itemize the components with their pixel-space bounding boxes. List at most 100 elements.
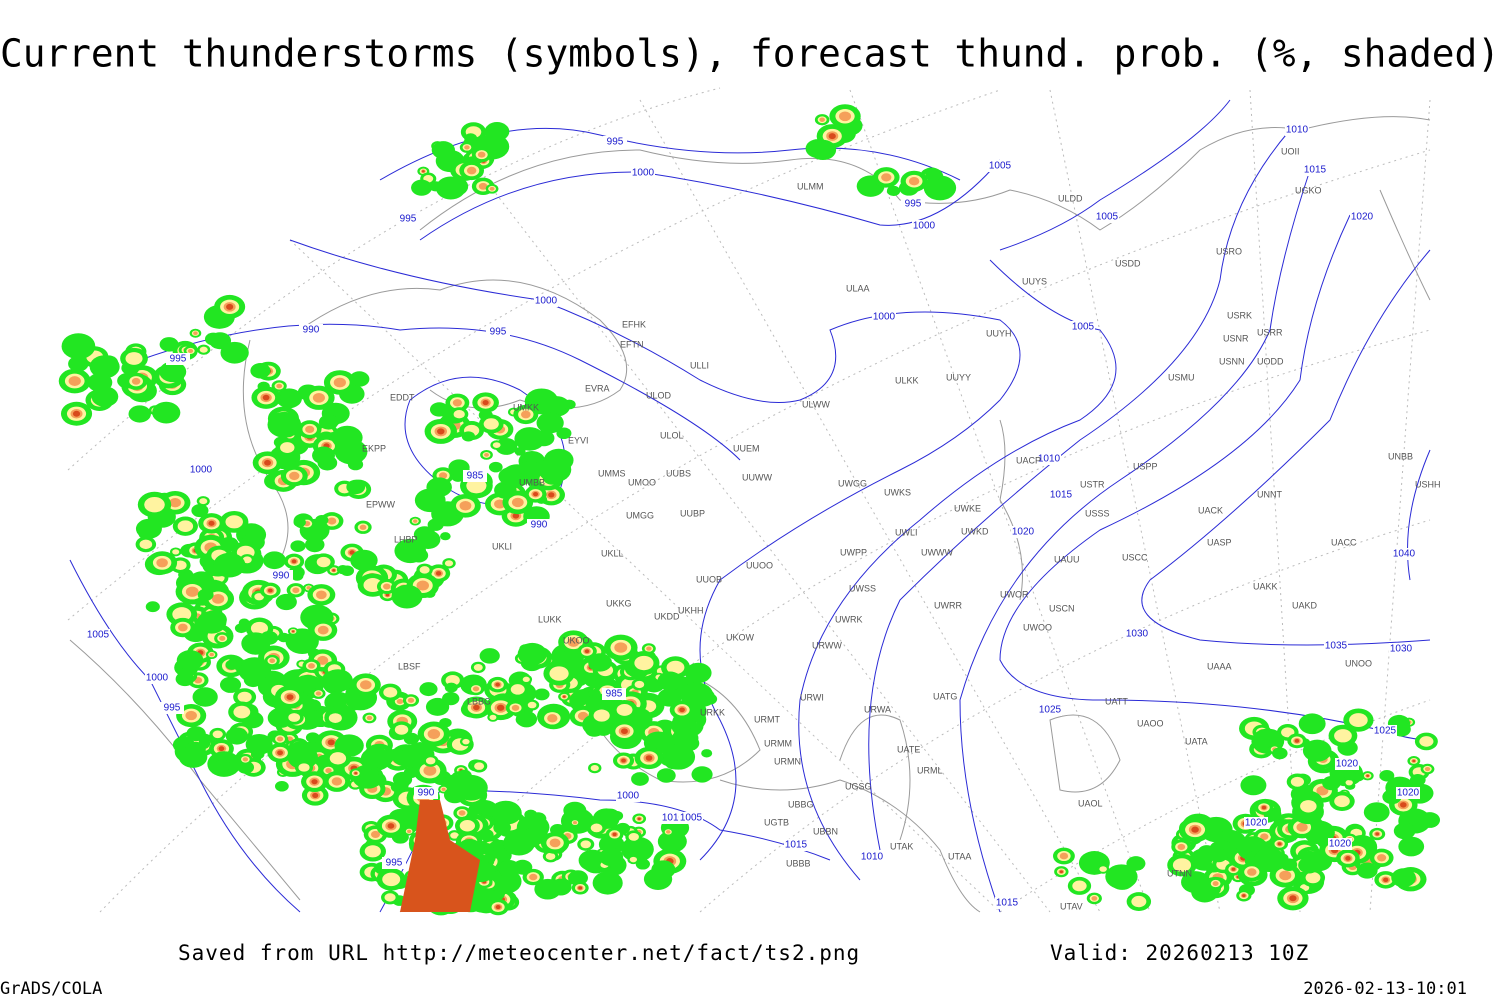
- storm-area: [819, 117, 825, 122]
- storm-area: [293, 517, 306, 528]
- storm-area: [494, 481, 517, 499]
- isobar-label: 1030: [1390, 644, 1413, 655]
- isobar-label-bg: [602, 688, 626, 700]
- storm-area: [533, 492, 539, 497]
- title: Current thunderstorms (symbols), forecas…: [0, 32, 1500, 76]
- isobar-label-bg: [995, 897, 1019, 909]
- storm-area: [169, 498, 182, 508]
- station-label: UUYY: [946, 372, 971, 382]
- storm-area: [413, 519, 418, 523]
- station-label: UWRR: [934, 600, 962, 610]
- storm-area: [315, 514, 329, 526]
- storm-area: [384, 893, 396, 902]
- storm-area: [304, 537, 325, 553]
- station-label: UWRK: [835, 614, 863, 624]
- isobar-label: 1005: [87, 630, 110, 641]
- isobar-label: 1000: [873, 312, 896, 323]
- map-labels: 995 1000 995 1005 995 1000 1010 1015 1020 1005 100…: [86, 124, 1441, 911]
- station-label: ULWW: [802, 399, 830, 409]
- station-label: UKOW: [726, 632, 755, 642]
- station-label: UGSG: [845, 781, 872, 791]
- station-label: USCN: [1049, 603, 1075, 613]
- storm-area: [186, 726, 206, 742]
- station-label: UGKO: [1295, 185, 1322, 195]
- storm-area: [482, 400, 489, 406]
- isobar-label: 995: [164, 703, 181, 714]
- isobar-label: 1015: [1050, 490, 1073, 501]
- storm-area: [360, 680, 372, 690]
- storm-area: [219, 676, 242, 693]
- storm-area: [646, 646, 652, 651]
- storm-area: [635, 858, 650, 870]
- storm-area: [139, 539, 153, 550]
- storm-area: [292, 587, 300, 594]
- isobar-label: 1015: [1304, 165, 1327, 176]
- isobar-label-bg: [527, 519, 551, 531]
- station-label: LBSF: [398, 661, 421, 671]
- station-label: UWOR: [1000, 589, 1029, 599]
- isobar-label-bg: [463, 470, 487, 482]
- storm-area: [651, 860, 676, 879]
- storm-area: [325, 767, 332, 774]
- station-label: UTAK: [890, 841, 913, 851]
- storm-area: [478, 182, 488, 190]
- storm-area: [1363, 802, 1390, 823]
- isobar-label-bg: [486, 326, 510, 338]
- station-label: UBBG: [788, 799, 814, 809]
- station-label: ULAA: [846, 283, 870, 293]
- isobar-label: 1010: [861, 852, 884, 863]
- station-label: USRR: [1257, 327, 1283, 337]
- storm-area: [219, 635, 226, 641]
- storm-area: [177, 520, 194, 533]
- storm-area: [1261, 805, 1267, 810]
- isobar-label-bg: [912, 220, 936, 232]
- isobar-label-bg: [631, 167, 655, 179]
- station-label: UAAA: [1207, 661, 1232, 671]
- station-label: UKLL: [601, 548, 624, 558]
- storm-area: [68, 376, 81, 386]
- storm-area: [584, 649, 590, 654]
- storm-area: [178, 745, 208, 768]
- storm-area: [549, 838, 561, 848]
- storm-area: [431, 141, 455, 160]
- storm-area: [440, 532, 451, 541]
- storm-area: [1277, 842, 1282, 846]
- station-label: UBBB: [786, 858, 811, 868]
- storm-area: [400, 800, 480, 912]
- storm-area: [666, 830, 671, 834]
- storm-area: [156, 558, 168, 568]
- storm-area: [144, 496, 165, 513]
- isobar-label-bg: [1125, 628, 1149, 640]
- storm-area: [1356, 862, 1378, 879]
- storm-area: [484, 452, 489, 457]
- storm-area: [599, 847, 624, 867]
- isobar-label-bg: [872, 311, 896, 323]
- storm-area: [1424, 766, 1431, 772]
- storm-area: [567, 637, 580, 647]
- isobar-label-bg: [1244, 817, 1268, 829]
- storm-area: [1300, 800, 1317, 813]
- storm-area: [209, 652, 214, 657]
- storm-area: [196, 610, 227, 634]
- isobar-label: 1010: [662, 813, 685, 824]
- storm-area: [464, 133, 478, 144]
- map: 995 1000 995 1005 995 1000 1010 1015 1020 1005 100…: [58, 87, 1441, 916]
- station-label: UUYS: [1022, 276, 1047, 286]
- storm-area: [366, 715, 373, 721]
- storm-area: [152, 401, 181, 424]
- station-label: URML: [917, 765, 943, 775]
- station-label: UATA: [1185, 736, 1208, 746]
- storm-area: [512, 513, 520, 519]
- isobar-label: 995: [490, 327, 507, 338]
- storm-area: [317, 625, 329, 635]
- storm-area: [425, 697, 450, 716]
- storm-area: [511, 497, 524, 508]
- timestamp: 2026-02-13-10:01: [1303, 979, 1467, 999]
- station-label: UUOB: [696, 574, 722, 584]
- storm-area: [159, 361, 187, 383]
- station-label: UUWW: [742, 472, 772, 482]
- station-label: UNNT: [1257, 489, 1282, 499]
- storm-area: [191, 503, 209, 518]
- storm-area: [458, 810, 466, 816]
- storm-area: [427, 729, 441, 740]
